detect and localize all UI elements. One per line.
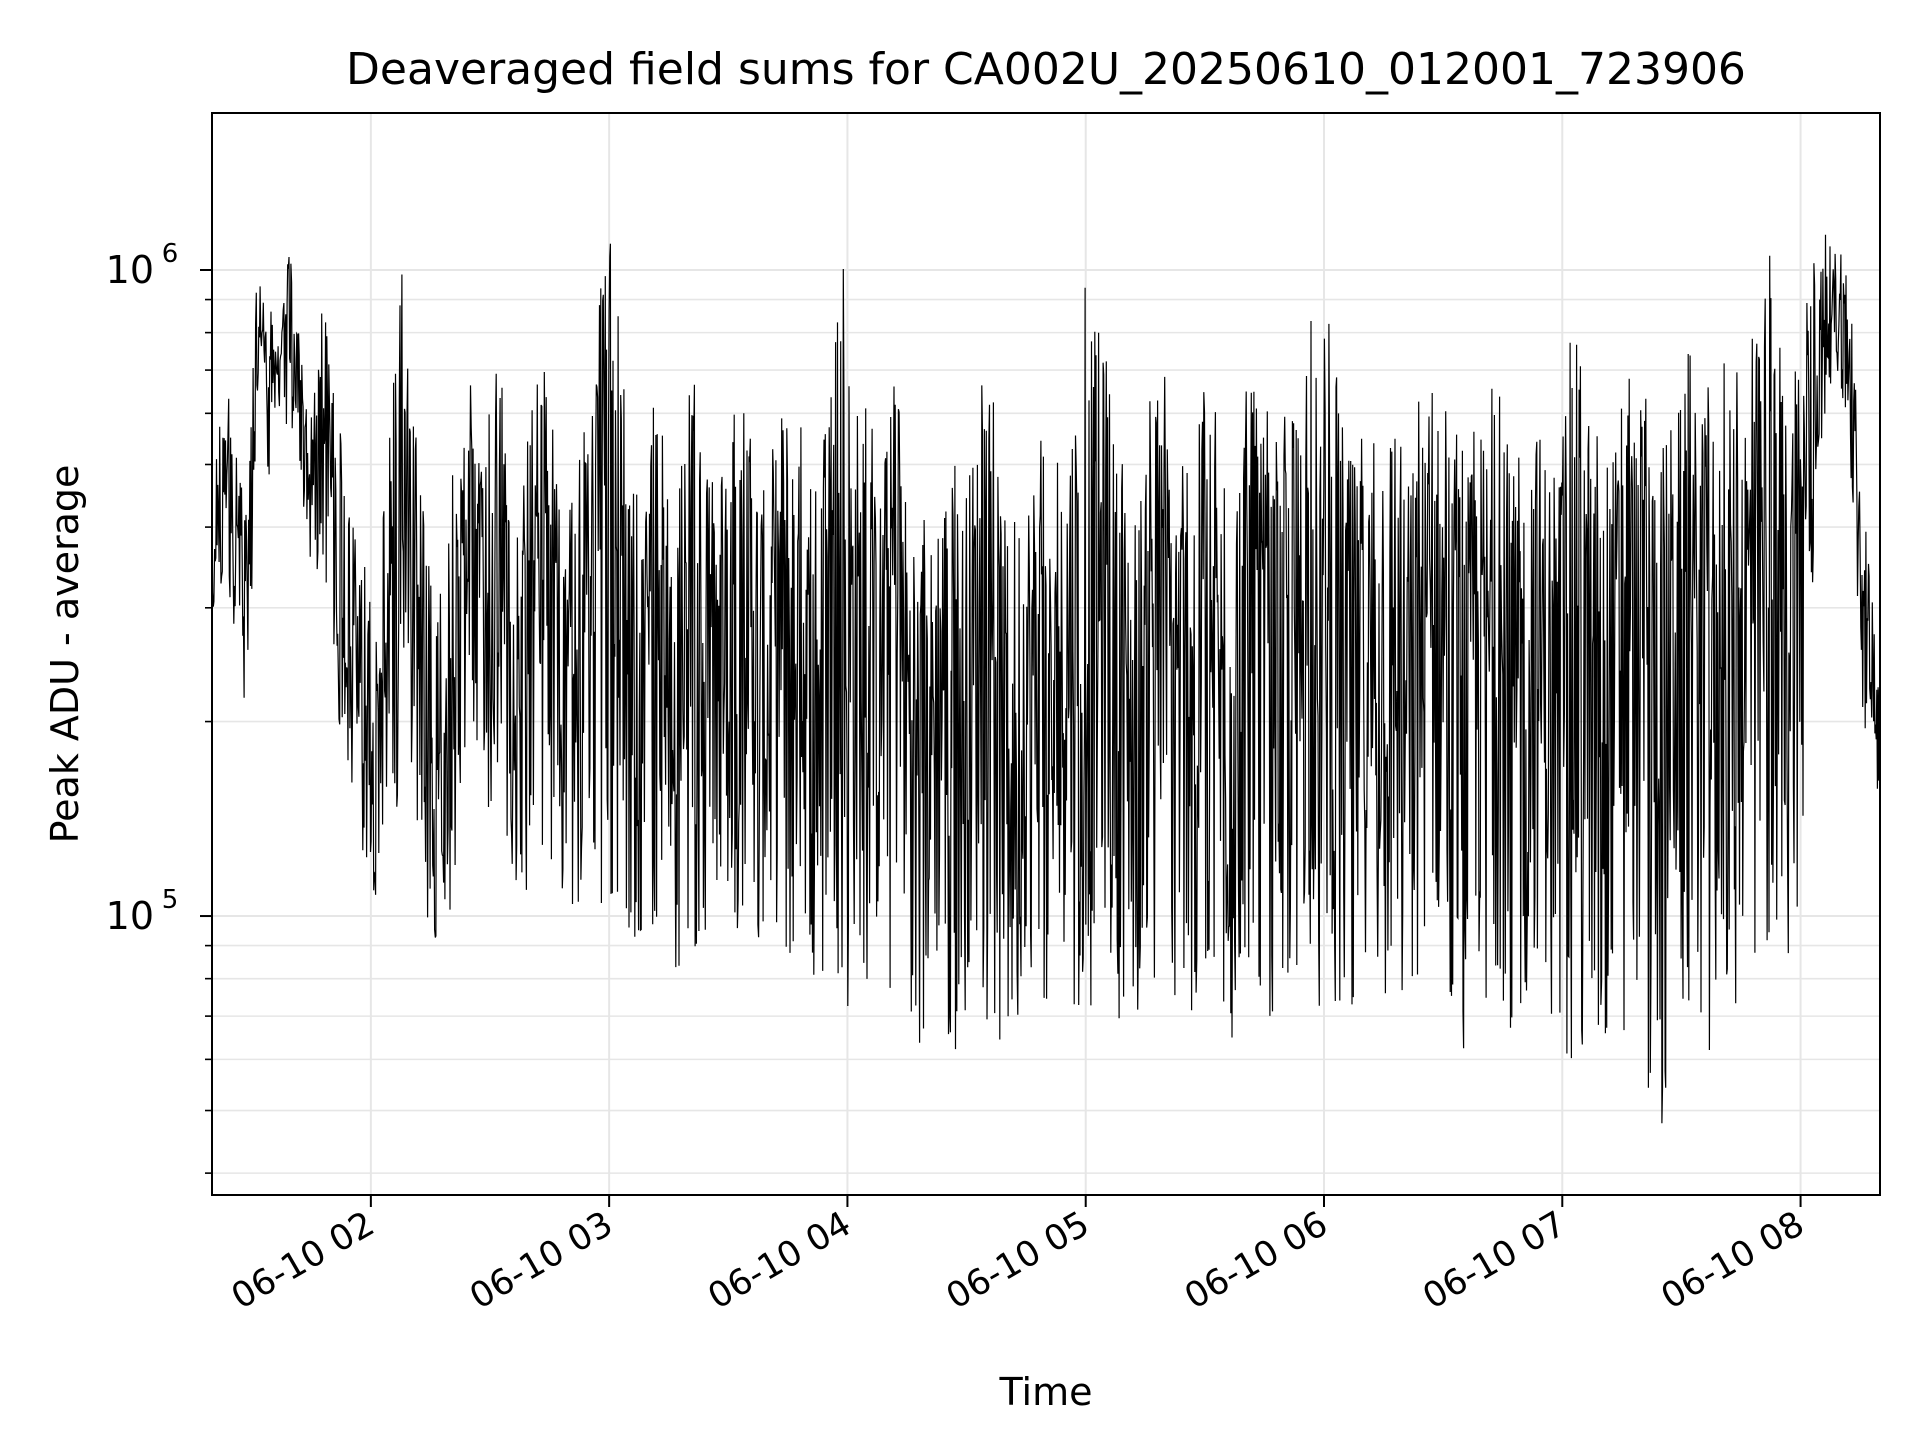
series-line <box>211 234 1881 1124</box>
plot-frame <box>211 112 1881 1196</box>
y-axis-label: Peak ADU - average <box>43 465 87 844</box>
y-tick-label: 10 <box>106 894 154 938</box>
chart-title: Deaveraged field sums for CA002U_2025061… <box>346 44 1746 95</box>
y-tick-label: 10 <box>106 248 154 292</box>
y-axis: 10 5 10 6 <box>106 239 212 1174</box>
series <box>211 234 1881 1124</box>
y-tick-exponent: 5 <box>162 885 179 915</box>
x-axis-label: Time <box>999 1370 1093 1414</box>
y-tick-exponent: 6 <box>162 239 179 269</box>
